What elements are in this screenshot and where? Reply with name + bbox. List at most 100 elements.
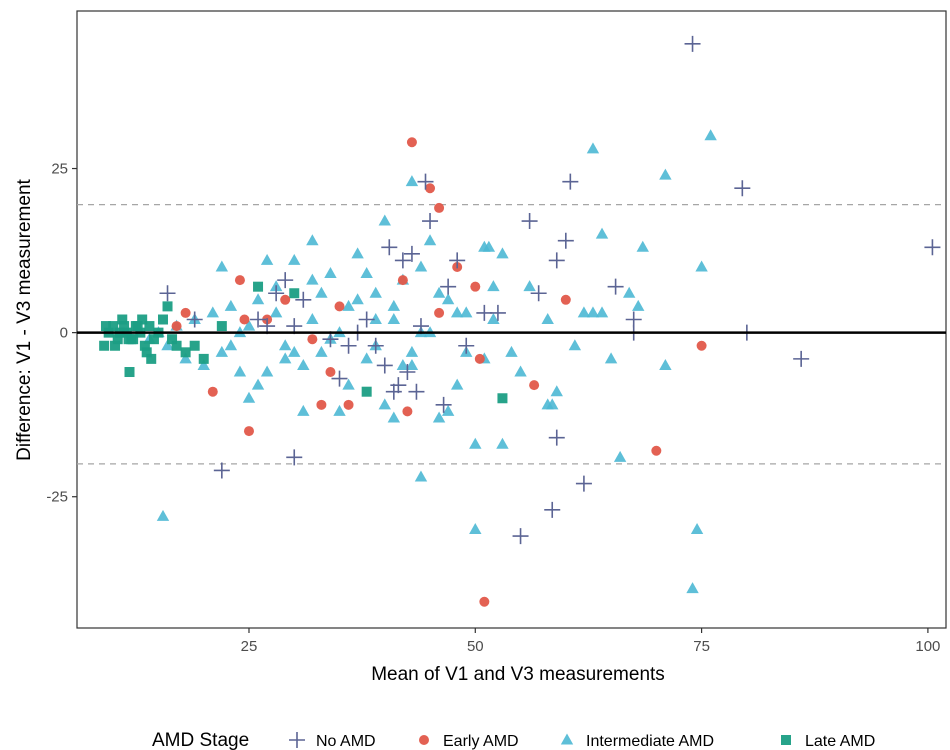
legend-key-intermediate-amd xyxy=(560,733,574,745)
intermediate-amd-point xyxy=(251,378,265,390)
intermediate-amd-point xyxy=(523,280,536,292)
no-amd-point xyxy=(385,383,402,400)
intermediate-amd-point xyxy=(369,286,382,298)
no-amd-point xyxy=(417,173,434,190)
no-amd-point xyxy=(286,449,303,466)
intermediate-amd-point xyxy=(396,358,410,370)
intermediate-amd-point xyxy=(360,352,373,364)
intermediate-amd-point xyxy=(450,306,464,318)
early-amd-point xyxy=(696,340,707,351)
early-amd-point xyxy=(234,275,245,286)
intermediate-amd-point xyxy=(541,313,554,324)
intermediate-amd-point xyxy=(487,313,500,324)
legend-key-early-amd xyxy=(419,735,429,745)
late-amd-point xyxy=(117,314,128,325)
intermediate-amd-point xyxy=(496,437,509,449)
intermediate-amd-point xyxy=(288,253,301,265)
late-amd-point xyxy=(289,288,300,299)
intermediate-amd-point xyxy=(288,345,301,357)
late-amd-point xyxy=(144,321,155,332)
intermediate-amd-point xyxy=(414,470,428,482)
intermediate-amd-point xyxy=(306,234,319,246)
intermediate-amd-point xyxy=(441,293,455,305)
no-amd-point xyxy=(575,475,592,492)
intermediate-amd-point xyxy=(505,345,518,357)
intermediate-amd-point xyxy=(568,339,582,351)
intermediate-amd-point xyxy=(342,378,355,390)
x-tick-label: 75 xyxy=(693,638,710,655)
no-amd-point xyxy=(390,377,407,394)
no-amd-point xyxy=(295,291,312,308)
intermediate-amd-point xyxy=(690,523,704,535)
intermediate-amd-point xyxy=(378,398,391,410)
late-amd-point xyxy=(137,314,148,325)
early-amd-point xyxy=(207,386,218,397)
early-amd-point xyxy=(307,334,318,345)
intermediate-amd-point xyxy=(269,306,283,318)
intermediate-amd-point xyxy=(297,404,310,416)
intermediate-amd-point xyxy=(613,450,627,462)
legend-label-intermediate-amd: Intermediate AMD xyxy=(586,733,714,750)
no-amd-point xyxy=(403,245,420,262)
y-axis: -25 0 25 xyxy=(46,161,77,506)
legend-label-early-amd: Early AMD xyxy=(443,733,519,750)
early-amd-point xyxy=(334,301,345,312)
no-amd-point xyxy=(544,501,561,518)
no-amd-point xyxy=(435,396,452,413)
early-amd-point xyxy=(397,275,408,286)
no-amd-point xyxy=(548,252,565,269)
no-amd-point xyxy=(399,364,416,381)
x-tick-label: 50 xyxy=(467,638,484,655)
early-amd-point xyxy=(406,137,417,148)
intermediate-amd-point xyxy=(242,391,256,403)
intermediate-amd-point xyxy=(260,365,274,377)
intermediate-amd-point xyxy=(278,352,292,364)
y-tick-label: 25 xyxy=(51,161,68,178)
intermediate-amd-point xyxy=(659,358,672,370)
early-amd-point xyxy=(434,202,445,213)
legend-title: AMD Stage xyxy=(152,730,249,750)
intermediate-amd-point xyxy=(632,299,645,311)
legend-key-late-amd xyxy=(781,735,791,745)
intermediate-amd-point xyxy=(387,411,401,423)
intermediate-amd-point xyxy=(351,247,364,259)
intermediate-amd-point xyxy=(514,365,527,377)
intermediate-amd-point xyxy=(423,234,437,246)
late-amd-point xyxy=(108,321,119,332)
intermediate-amd-point xyxy=(215,260,229,272)
intermediate-amd-point xyxy=(156,509,170,521)
late-amd-point xyxy=(110,340,121,351)
no-amd-point xyxy=(422,213,439,230)
no-amd-point xyxy=(376,357,393,374)
y-tick-label: 0 xyxy=(60,325,68,342)
intermediate-amd-point xyxy=(369,313,382,324)
late-amd-point xyxy=(167,334,178,345)
intermediate-amd-point xyxy=(695,260,708,272)
no-amd-point xyxy=(381,239,398,256)
no-amd-point xyxy=(734,180,751,197)
intermediate-amd-point xyxy=(224,299,238,311)
y-axis-title: Difference: V1 - V3 measurement xyxy=(14,178,35,460)
late-amd-point xyxy=(162,301,173,312)
no-amd-point xyxy=(793,350,810,367)
intermediate-amd-point xyxy=(260,253,274,265)
intermediate-amd-point xyxy=(636,240,649,252)
late-amd-point xyxy=(100,321,111,332)
intermediate-amd-point xyxy=(482,240,496,252)
intermediate-amd-point xyxy=(324,267,337,279)
late-amd-point xyxy=(123,334,134,345)
early-amd-point xyxy=(325,367,336,378)
no-amd-point xyxy=(557,232,574,249)
intermediate-amd-point xyxy=(306,273,319,285)
intermediate-amd-point xyxy=(278,339,292,351)
intermediate-amd-point xyxy=(586,306,600,318)
late-amd-point xyxy=(361,386,372,397)
early-amd-point xyxy=(474,353,485,364)
intermediate-amd-point xyxy=(378,214,391,226)
no-amd-point xyxy=(213,462,230,479)
no-amd-point xyxy=(476,304,493,321)
early-amd-point xyxy=(402,406,413,417)
intermediate-amd-point xyxy=(586,142,600,154)
intermediate-amd-point xyxy=(224,339,238,351)
late-amd-point xyxy=(124,367,135,378)
